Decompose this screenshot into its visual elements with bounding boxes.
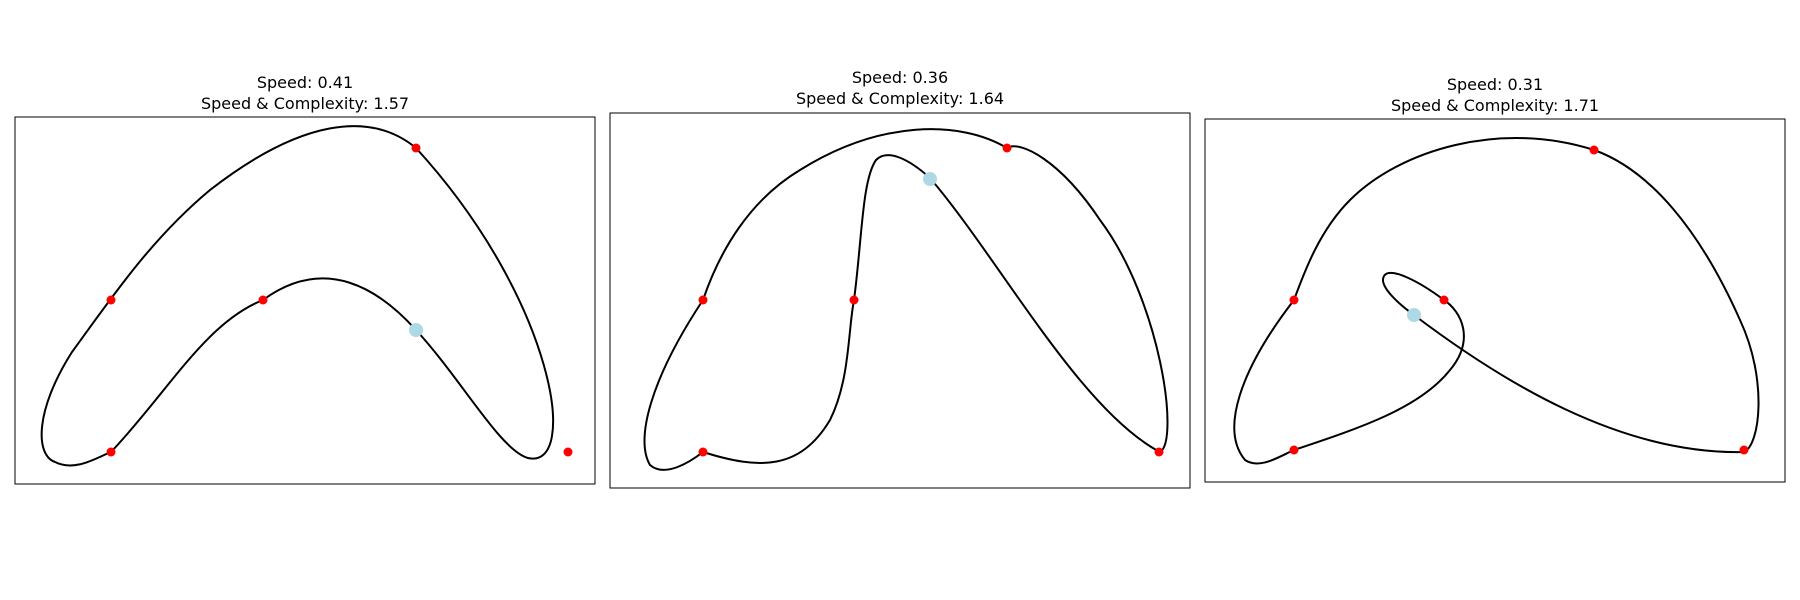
panel-1-title-complexity: Speed & Complexity: 1.57 bbox=[201, 94, 409, 113]
panel-1-control-point bbox=[258, 295, 268, 305]
panel-3-control-point bbox=[1289, 295, 1299, 305]
panel-1-curve bbox=[40, 125, 554, 467]
panel-2-frame bbox=[609, 112, 1191, 489]
panel-1-title-speed: Speed: 0.41 bbox=[257, 73, 353, 92]
panel-2-control-point bbox=[698, 447, 708, 457]
panel-1-control-point bbox=[106, 295, 116, 305]
panel-2-title-speed: Speed: 0.36 bbox=[852, 68, 948, 87]
panel-3-title-speed: Speed: 0.31 bbox=[1447, 75, 1543, 94]
panel-2: Speed: 0.36 Speed & Complexity: 1.64 bbox=[609, 68, 1191, 489]
panel-3-frame bbox=[1204, 118, 1786, 483]
panel-2-control-point bbox=[1002, 143, 1012, 153]
panel-2-control-point bbox=[849, 295, 859, 305]
panel-1-marker bbox=[409, 323, 423, 337]
panel-3-title-complexity: Speed & Complexity: 1.71 bbox=[1391, 96, 1599, 115]
panel-1: Speed: 0.41 Speed & Complexity: 1.57 bbox=[14, 73, 596, 485]
panel-3: Speed: 0.31 Speed & Complexity: 1.71 bbox=[1204, 75, 1786, 483]
panel-1-frame bbox=[14, 116, 596, 485]
panel-1-control-point bbox=[563, 447, 573, 457]
panel-3-control-point bbox=[1739, 445, 1749, 455]
panel-3-control-point bbox=[1589, 145, 1599, 155]
panel-3-control-point bbox=[1289, 445, 1299, 455]
panel-2-control-point bbox=[698, 295, 708, 305]
panel-2-marker bbox=[923, 172, 937, 186]
panel-2-control-point bbox=[1154, 447, 1164, 457]
panel-1-control-point bbox=[106, 447, 116, 457]
panel-3-control-point bbox=[1439, 295, 1449, 305]
panel-1-control-point bbox=[411, 143, 421, 153]
panel-3-marker bbox=[1407, 308, 1421, 322]
panel-2-title-complexity: Speed & Complexity: 1.64 bbox=[796, 89, 1004, 108]
